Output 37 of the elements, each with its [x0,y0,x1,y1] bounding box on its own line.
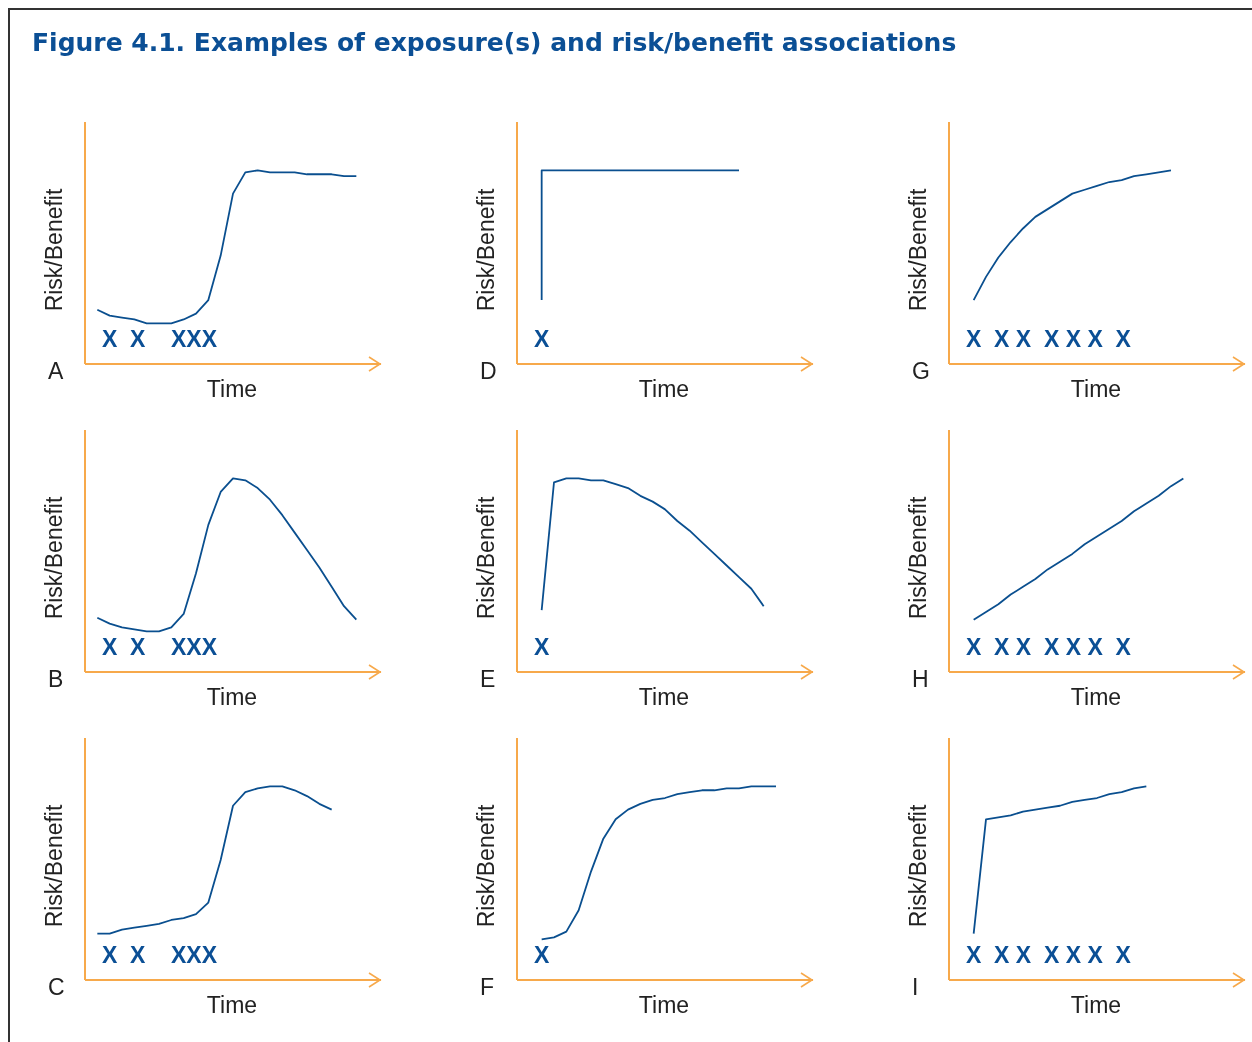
x-axis-title: Time [1069,992,1123,1019]
annotation: X X XXX [102,942,218,969]
annotation: X [534,942,550,969]
annotation: X X XXX [102,326,218,353]
y-axis-title: Risk/Benefit [472,187,500,314]
text: C [48,974,65,1001]
x-axis-title: Time [205,992,259,1019]
text: Figure 4.1. Examples of exposure(s) and risk/benefit associations [32,28,957,57]
x-axis-title: Time [1069,684,1123,711]
x-axis-title: Time [637,684,691,711]
y-axis-title: Risk/Benefit [472,495,500,622]
y-axis-title: Risk/Benefit [472,803,500,930]
x-axis-title: Time [1069,376,1123,403]
x-axis-title: Time [637,992,691,1019]
x-axis-title: Time [205,376,259,403]
x-axis-title: Time [637,376,691,403]
text: D [480,358,497,385]
text: H [912,666,929,693]
text: F [480,974,495,1001]
text: A [48,358,64,385]
text: E [480,666,496,693]
y-axis-title: Risk/Benefit [904,803,932,930]
text: I [912,974,919,1001]
y-axis-title: Risk/Benefit [904,187,932,314]
x-axis-title: Time [205,684,259,711]
annotation: X X X X X X X [966,942,1131,969]
annotation: X [534,326,550,353]
y-axis-title: Risk/Benefit [904,495,932,622]
text: G [912,358,930,385]
annotation: X [534,634,550,661]
y-axis-title: Risk/Benefit [40,495,68,622]
annotation: X X XXX [102,634,218,661]
annotation: X X X X X X X [966,326,1131,353]
text: B [48,666,64,693]
y-axis-title: Risk/Benefit [40,187,68,314]
y-axis-title: Risk/Benefit [40,803,68,930]
annotation: X X X X X X X [966,634,1131,661]
